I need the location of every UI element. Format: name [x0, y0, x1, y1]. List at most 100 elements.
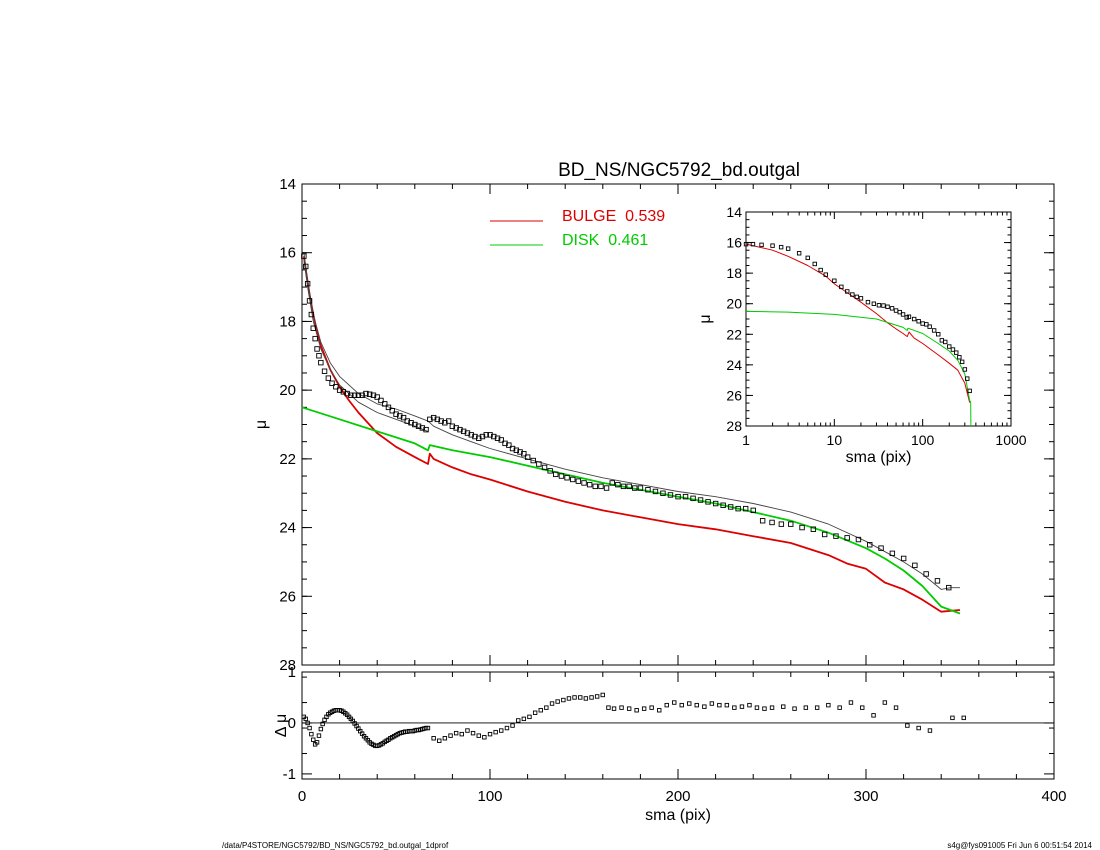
main-data-point [308, 311, 315, 318]
main-data-point [690, 495, 696, 502]
main-ytick-label: 20 [279, 382, 296, 399]
main-data-point [378, 397, 384, 404]
main-data-point [498, 437, 504, 443]
main-data-point [468, 432, 474, 438]
main-data-point [609, 480, 615, 486]
inset-data-point [947, 344, 952, 349]
residuals-data-point [578, 695, 583, 700]
residuals-data-point [476, 733, 481, 738]
inset-data-point [865, 299, 871, 305]
main-data-point [788, 521, 794, 527]
residuals-data-point [465, 728, 470, 733]
inset-data-point [950, 347, 956, 352]
inset-data-point [858, 296, 864, 301]
main-data-point [750, 507, 756, 514]
main-data-point [449, 423, 456, 429]
residuals-data-point [544, 705, 549, 710]
residuals-xtick-label: 300 [853, 788, 878, 805]
residuals-data-point [516, 718, 521, 723]
inset-plot: 1 10 100 1000 14 16 18 20 22 24 26 28 sma (pix) μ [697, 204, 1031, 478]
residuals-data-point [459, 731, 464, 737]
residuals-data-point [493, 729, 498, 735]
main-data-point [389, 408, 395, 414]
residuals-data-point [961, 715, 966, 721]
residuals-data-point [504, 725, 510, 731]
main-data-point [303, 263, 309, 270]
residuals-data-point [320, 721, 325, 727]
inset-xtick-label: 10 [827, 432, 843, 448]
main-data-point [878, 545, 884, 551]
residuals-data-point [303, 716, 308, 722]
main-data-point [855, 536, 862, 543]
inset-data-point [832, 278, 837, 283]
residuals-ytick-label: -1 [283, 766, 296, 783]
inset-data-point [962, 367, 968, 372]
legend: BULGE 0.539 DISK 0.461 [490, 208, 665, 249]
residuals-data-point [437, 738, 442, 743]
inset-ytick-label: 14 [726, 204, 742, 220]
main-data-point [660, 490, 666, 496]
main-data-point [340, 389, 347, 395]
inset-data-point [750, 241, 756, 247]
main-data-point [570, 476, 576, 483]
residuals-data-point [905, 723, 910, 728]
main-data-point [844, 535, 850, 541]
main-data-point [502, 440, 508, 447]
main-data-point [506, 442, 512, 448]
inset-data-point [943, 339, 948, 345]
residuals-data-point [717, 702, 722, 708]
inset-data-point [897, 309, 902, 315]
residuals-data-point [792, 706, 797, 711]
inset-data-point [823, 272, 828, 277]
residuals-xtick-label: 100 [477, 788, 502, 805]
residuals-data-point [594, 694, 600, 699]
main-data-point [419, 425, 426, 431]
inset-data-point [770, 243, 775, 248]
main-data-point [615, 481, 621, 488]
inset-data-point [854, 294, 860, 300]
main-data-point [385, 404, 392, 411]
main-data-point [445, 418, 452, 424]
main-data-point [778, 521, 785, 527]
inset-xtick-label: 1000 [995, 432, 1026, 448]
main-data-point [476, 435, 482, 441]
main-disk-line [301, 406, 961, 615]
main-data-point [355, 392, 362, 398]
residuals-data-point [549, 701, 555, 706]
residuals-data-point [664, 702, 669, 708]
residuals-data-point [487, 731, 493, 737]
main-data-point [541, 464, 548, 471]
residuals-data-point [318, 726, 324, 732]
main-data-point [304, 280, 311, 287]
inset-ytick-label: 20 [726, 296, 742, 312]
inset-data-point [916, 319, 921, 324]
main-data-point [336, 387, 343, 393]
main-ytick-label: 22 [279, 451, 296, 468]
main-data-point [769, 519, 775, 526]
residuals-data-point [611, 706, 617, 711]
residuals-data-point [848, 700, 854, 705]
residuals-data-point [702, 704, 707, 709]
main-data-point [434, 416, 441, 423]
inset-ytick-label: 26 [726, 387, 742, 403]
main-data-point [867, 542, 873, 548]
residuals-ytick-label: 1 [288, 664, 296, 681]
main-data-point [598, 483, 604, 490]
residuals-data-point [634, 708, 639, 713]
main-data-point [575, 478, 582, 484]
main-data-point [312, 335, 318, 342]
main-plot: 14 16 18 20 22 24 26 28 μ [253, 176, 1055, 674]
main-data-point [637, 485, 644, 491]
main-data-point [720, 502, 726, 508]
residuals-data-point [724, 702, 730, 708]
inset-data-point [845, 289, 850, 294]
main-data-point [491, 433, 497, 440]
residuals-data-point [803, 705, 809, 710]
main-ytick-label: 14 [279, 176, 296, 193]
main-data-point [517, 449, 523, 455]
residuals-data-point [307, 725, 312, 731]
inset-data-point [936, 332, 941, 337]
main-data-point [351, 392, 358, 398]
main-data-point [494, 435, 501, 441]
main-data-point [632, 485, 638, 491]
